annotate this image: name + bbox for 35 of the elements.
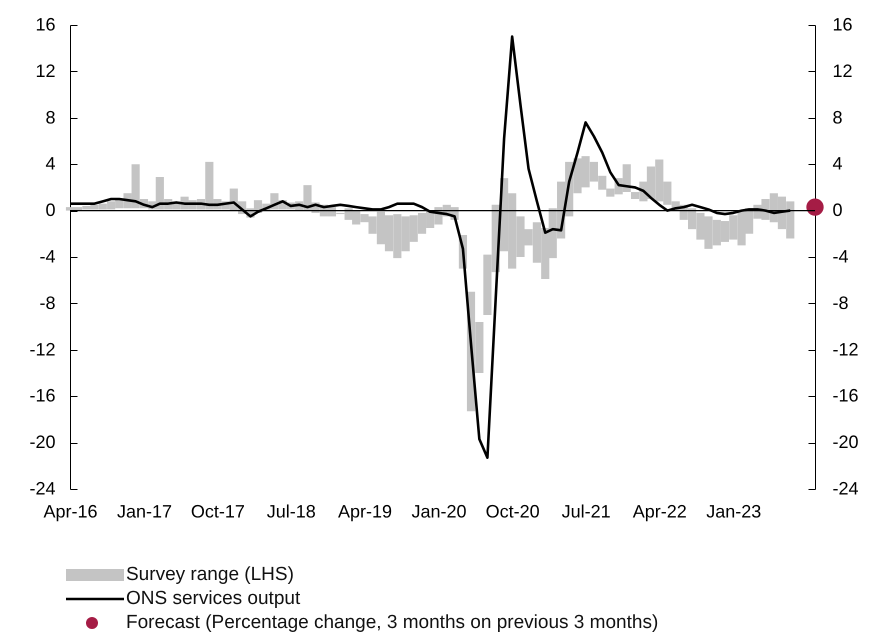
x-tick-label: Jan-23 [706, 502, 762, 522]
y2-tick-label: -12 [832, 339, 859, 360]
y2-tick-label: 4 [832, 154, 843, 174]
y-tick-label: -16 [29, 386, 56, 406]
y-tick-label: 8 [45, 107, 56, 128]
y-tick-label: -8 [39, 292, 56, 313]
x-tick-label: Apr-16 [43, 502, 98, 522]
y-tick-label: 12 [35, 60, 56, 81]
x-tick-label: Oct-20 [486, 502, 540, 522]
y-tick-label: -24 [29, 478, 56, 498]
y2-tick-label: -4 [832, 246, 849, 266]
legend-label: ONS services output [126, 587, 300, 611]
y-tick-label: -4 [39, 246, 56, 266]
x-tick-label: Apr-19 [338, 502, 392, 522]
x-tick-label: Jan-20 [411, 502, 466, 522]
legend-label: Forecast (Percentage change, 3 months on previous 3 months) [126, 611, 658, 635]
y-tick-label: 4 [45, 154, 56, 174]
y2-tick-label: 0 [832, 200, 843, 220]
x-tick-label: Jul-18 [266, 502, 316, 522]
y2-tick-label: 16 [832, 14, 853, 34]
y2-tick-label: -16 [832, 386, 859, 406]
legend-label: Survey range (LHS) [126, 563, 294, 587]
y2-tick-label: -24 [832, 478, 859, 498]
y2-tick-label: -8 [832, 292, 849, 313]
y2-tick-label: 8 [832, 107, 843, 128]
x-tick-label: Jan-17 [116, 502, 172, 522]
y-tick-label: 16 [35, 14, 56, 34]
y2-tick-label: -20 [832, 432, 859, 452]
x-tick-label: Oct-17 [190, 502, 245, 522]
x-tick-label: Jul-21 [562, 502, 611, 522]
y2-tick-label: 12 [832, 60, 853, 81]
y-tick-label: 0 [45, 200, 56, 220]
y-tick-label: -20 [29, 432, 56, 452]
y-tick-label: -12 [29, 339, 56, 360]
x-tick-label: Apr-22 [632, 502, 687, 522]
